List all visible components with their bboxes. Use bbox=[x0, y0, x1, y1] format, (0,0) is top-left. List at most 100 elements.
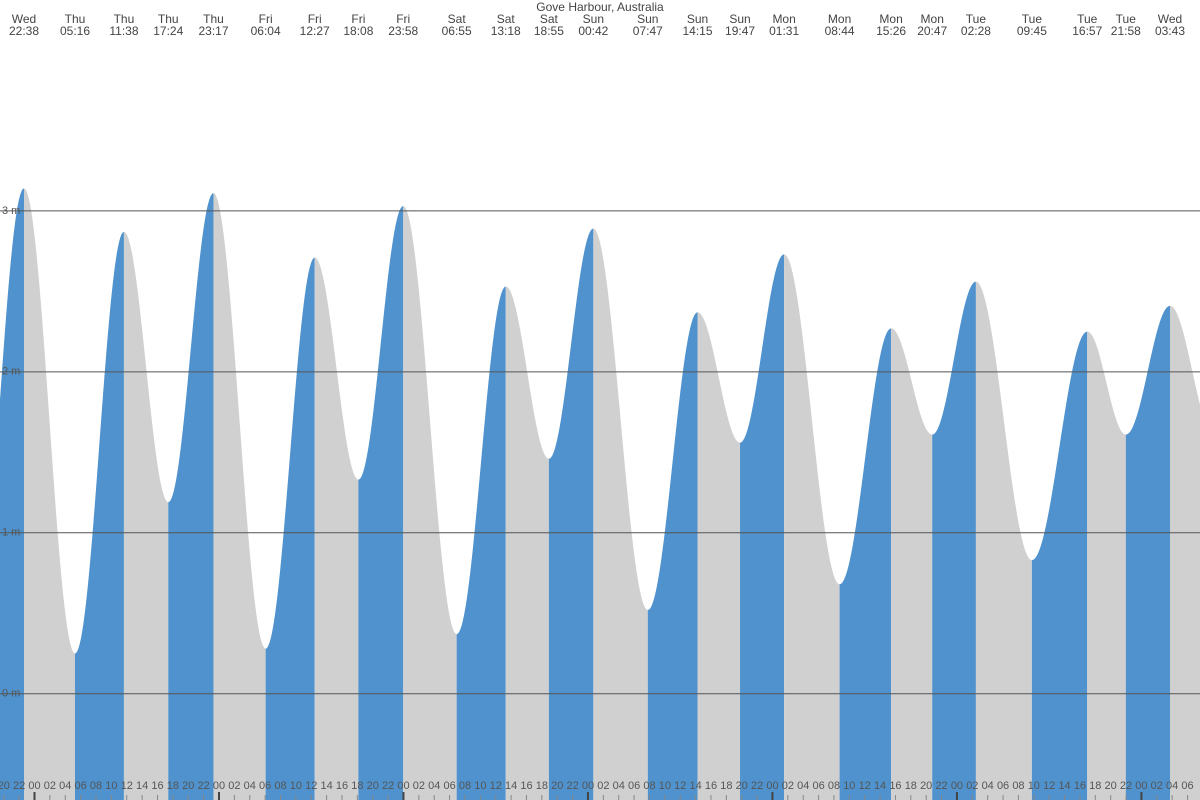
extreme-day: Thu bbox=[114, 12, 135, 26]
grid bbox=[0, 210, 1200, 695]
extreme-day: Tue bbox=[1116, 12, 1137, 26]
hour-label: 04 bbox=[59, 780, 71, 792]
extreme-day: Fri bbox=[308, 12, 322, 26]
extreme-time: 07:47 bbox=[633, 24, 663, 38]
hour-label: 20 bbox=[367, 780, 379, 792]
hour-label: 12 bbox=[305, 780, 317, 792]
hour-label: 04 bbox=[613, 780, 625, 792]
extreme-day: Sun bbox=[729, 12, 750, 26]
hour-label: 08 bbox=[828, 780, 840, 792]
extreme-time: 23:17 bbox=[198, 24, 228, 38]
extreme-time: 06:04 bbox=[251, 24, 281, 38]
hour-label: 04 bbox=[982, 780, 994, 792]
extreme-time: 03:43 bbox=[1155, 24, 1185, 38]
extreme-day: Thu bbox=[65, 12, 86, 26]
hour-label: 20 bbox=[182, 780, 194, 792]
hour-label: 16 bbox=[336, 780, 348, 792]
extreme-time: 16:57 bbox=[1072, 24, 1102, 38]
tide-segment bbox=[314, 257, 359, 800]
hour-label: 04 bbox=[1166, 780, 1178, 792]
hour-label: 02 bbox=[1151, 780, 1163, 792]
hour-label: 12 bbox=[121, 780, 133, 792]
hour-label: 00 bbox=[28, 780, 40, 792]
hour-label: 04 bbox=[244, 780, 256, 792]
extreme-time: 08:44 bbox=[825, 24, 855, 38]
hour-label: 02 bbox=[782, 780, 794, 792]
hour-label: 16 bbox=[520, 780, 532, 792]
hour-label: 02 bbox=[228, 780, 240, 792]
hour-label: 16 bbox=[1074, 780, 1086, 792]
extreme-time: 13:18 bbox=[491, 24, 521, 38]
extreme-day: Thu bbox=[203, 12, 224, 26]
hour-label: 22 bbox=[382, 780, 394, 792]
extreme-day: Mon bbox=[772, 12, 795, 26]
hour-label: 14 bbox=[1058, 780, 1070, 792]
extreme-time: 21:58 bbox=[1111, 24, 1141, 38]
tide-segment bbox=[1087, 331, 1126, 800]
extreme-time: 15:26 bbox=[876, 24, 906, 38]
hour-label: 08 bbox=[459, 780, 471, 792]
hour-label: 16 bbox=[705, 780, 717, 792]
hour-label: 22 bbox=[935, 780, 947, 792]
hour-label: 20 bbox=[736, 780, 748, 792]
hour-label: 06 bbox=[75, 780, 87, 792]
hour-label: 16 bbox=[151, 780, 163, 792]
hour-label: 22 bbox=[751, 780, 763, 792]
extreme-day: Wed bbox=[1158, 12, 1182, 26]
extreme-day: Mon bbox=[879, 12, 902, 26]
hour-label: 02 bbox=[44, 780, 56, 792]
extreme-time: 19:47 bbox=[725, 24, 755, 38]
hour-label: 18 bbox=[536, 780, 548, 792]
tide-segment bbox=[1031, 331, 1088, 800]
hour-label: 14 bbox=[874, 780, 886, 792]
extreme-day: Sun bbox=[583, 12, 604, 26]
hour-label: 18 bbox=[351, 780, 363, 792]
hour-label: 12 bbox=[490, 780, 502, 792]
tide-segment bbox=[1170, 305, 1200, 800]
hour-label: 00 bbox=[582, 780, 594, 792]
tide-segment bbox=[891, 328, 933, 800]
hour-label: 10 bbox=[290, 780, 302, 792]
extreme-day: Wed bbox=[12, 12, 36, 26]
extreme-day: Sat bbox=[497, 12, 516, 26]
hour-label: 18 bbox=[167, 780, 179, 792]
extreme-day: Fri bbox=[351, 12, 365, 26]
hour-label: 06 bbox=[443, 780, 455, 792]
tide-areas bbox=[0, 188, 1200, 800]
tide-segment bbox=[358, 206, 404, 800]
extreme-time: 00:42 bbox=[578, 24, 608, 38]
extreme-time: 23:58 bbox=[388, 24, 418, 38]
hour-label: 20 bbox=[0, 780, 10, 792]
y-tick-label: 3 m bbox=[2, 205, 20, 217]
hour-label: 16 bbox=[889, 780, 901, 792]
hour-label: 04 bbox=[797, 780, 809, 792]
extreme-time: 17:24 bbox=[153, 24, 183, 38]
hour-label: 20 bbox=[1105, 780, 1117, 792]
tide-segment bbox=[647, 312, 698, 800]
extreme-day: Sun bbox=[637, 12, 658, 26]
hour-label: 00 bbox=[397, 780, 409, 792]
hour-label: 06 bbox=[628, 780, 640, 792]
tide-segment bbox=[123, 231, 169, 800]
chart-title: Gove Harbour, Australia bbox=[536, 0, 664, 14]
hour-label: 12 bbox=[859, 780, 871, 792]
tide-segment bbox=[548, 228, 594, 800]
extreme-time: 22:38 bbox=[9, 24, 39, 38]
hour-label: 08 bbox=[274, 780, 286, 792]
extreme-time: 14:15 bbox=[682, 24, 712, 38]
hour-label: 06 bbox=[997, 780, 1009, 792]
extreme-day: Mon bbox=[828, 12, 851, 26]
hour-label: 00 bbox=[1135, 780, 1147, 792]
hour-label: 00 bbox=[951, 780, 963, 792]
extreme-day: Tue bbox=[1077, 12, 1098, 26]
hour-label: 00 bbox=[766, 780, 778, 792]
tide-segment bbox=[593, 228, 648, 800]
tide-segment bbox=[456, 286, 506, 800]
hour-label: 12 bbox=[674, 780, 686, 792]
tide-segment bbox=[403, 206, 457, 800]
hour-label: 18 bbox=[1089, 780, 1101, 792]
hour-label: 14 bbox=[689, 780, 701, 792]
extreme-day: Thu bbox=[158, 12, 179, 26]
extreme-time: 12:27 bbox=[300, 24, 330, 38]
